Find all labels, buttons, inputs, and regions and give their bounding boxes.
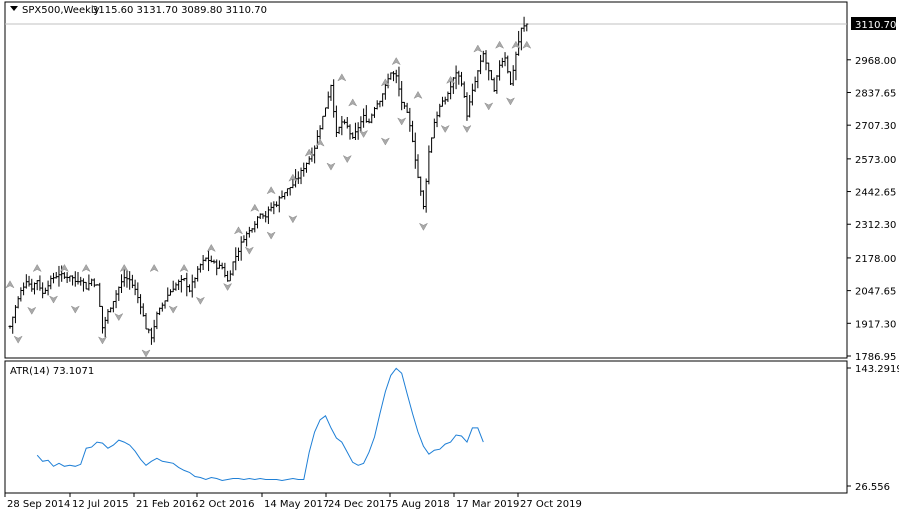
fractal-up-icon bbox=[119, 263, 129, 273]
ohlc-label: 3115.60 3131.70 3089.80 3110.70 bbox=[92, 5, 267, 16]
fractal-down-icon bbox=[48, 295, 59, 304]
fractal-up-icon bbox=[391, 57, 401, 66]
time-tick-label: 24 Dec 2017 bbox=[328, 499, 392, 510]
ohlc-bar bbox=[525, 23, 529, 32]
fractal-down-icon bbox=[418, 222, 429, 231]
atr-panel bbox=[4, 360, 848, 494]
price-tick-label: 1917.30 bbox=[855, 319, 896, 330]
fractal-down-icon bbox=[380, 137, 390, 146]
fractal-down-icon bbox=[114, 313, 124, 322]
fractal-down-icon bbox=[288, 215, 298, 224]
fractal-up-icon bbox=[315, 138, 325, 147]
fractal-down-icon bbox=[244, 246, 254, 255]
fractal-up-icon bbox=[337, 73, 347, 82]
fractal-up-icon bbox=[5, 280, 15, 289]
atr-line bbox=[36, 367, 484, 482]
fractal-down-icon bbox=[397, 117, 407, 126]
price-tick-label: 2178.00 bbox=[855, 254, 896, 265]
fractal-up-icon bbox=[511, 40, 521, 49]
fractal-up-icon bbox=[446, 75, 456, 84]
fractal-up-icon bbox=[413, 90, 423, 100]
atr-min-tick: 26.556 bbox=[855, 482, 890, 493]
fractal-down-icon bbox=[484, 102, 494, 111]
time-axis: 28 Sep 2014 12 Jul 2015 21 Feb 2016 2 Oct 2… bbox=[4, 493, 582, 510]
triangle-down-icon[interactable] bbox=[10, 6, 18, 11]
fractal-up-icon bbox=[348, 98, 358, 107]
atr-title: ATR(14) 73.1071 bbox=[10, 366, 94, 377]
time-tick-label: 21 Feb 2016 bbox=[136, 499, 198, 510]
time-tick-label: 14 May 2017 bbox=[264, 499, 329, 510]
fractal-up-icon bbox=[233, 226, 244, 235]
fractal-down-icon bbox=[326, 162, 336, 171]
fractal-down-icon bbox=[13, 335, 23, 344]
fractal-down-icon bbox=[440, 124, 450, 134]
fractal-down-icon bbox=[97, 336, 108, 345]
fractal-up-icon bbox=[380, 78, 390, 87]
fractal-down-icon bbox=[266, 231, 276, 240]
fractal-down-icon bbox=[141, 349, 151, 358]
price-tick-label: 2968.00 bbox=[855, 56, 896, 67]
fractal-up-icon bbox=[32, 263, 42, 273]
fractal-up-icon bbox=[304, 148, 314, 157]
fractal-down-icon bbox=[505, 97, 516, 106]
fractal-up-icon bbox=[266, 186, 276, 195]
fractal-up-icon bbox=[206, 243, 216, 252]
fractal-down-icon bbox=[358, 129, 369, 139]
time-tick-label: 27 Oct 2019 bbox=[520, 499, 582, 510]
fractal-down-icon bbox=[195, 296, 206, 305]
price-tick-label: 2837.65 bbox=[855, 88, 896, 99]
fractal-down-icon bbox=[462, 124, 472, 134]
current-price-value: 3110.70 bbox=[855, 20, 896, 31]
fractal-up-icon bbox=[59, 263, 70, 273]
time-tick-label: 17 Mar 2019 bbox=[456, 499, 519, 510]
symbol-label: SPX500,Weekly bbox=[22, 5, 100, 16]
price-bars bbox=[8, 16, 529, 345]
time-tick-label: 12 Jul 2015 bbox=[72, 499, 129, 510]
fractal-up-icon bbox=[288, 173, 298, 182]
fractal-markers bbox=[5, 40, 532, 358]
fractal-up-icon bbox=[149, 263, 159, 273]
fractal-up-icon bbox=[494, 40, 505, 49]
fractal-up-icon bbox=[473, 44, 483, 53]
price-tick-label: 2312.30 bbox=[855, 220, 896, 231]
current-price-box: 3110.70 bbox=[851, 17, 896, 31]
price-tick-label: 2573.00 bbox=[855, 155, 896, 166]
fractal-up-icon bbox=[522, 40, 532, 49]
price-tick-label: 2442.65 bbox=[855, 188, 896, 199]
price-tick-label: 2707.30 bbox=[855, 121, 896, 132]
fractal-down-icon bbox=[70, 305, 80, 314]
fractal-down-icon bbox=[168, 305, 178, 314]
price-tick-label: 1786.95 bbox=[855, 352, 896, 363]
fractal-up-icon bbox=[179, 263, 189, 273]
fractal-up-icon bbox=[81, 263, 91, 273]
price-axis: 2968.00 2837.65 2707.30 2573.00 2442.65 2312.… bbox=[847, 56, 896, 363]
time-tick-label: 28 Sep 2014 bbox=[7, 499, 70, 510]
fractal-down-icon bbox=[27, 306, 37, 315]
fractal-down-icon bbox=[222, 282, 233, 292]
time-tick-label: 5 Aug 2018 bbox=[392, 499, 450, 510]
fractal-down-icon bbox=[342, 155, 352, 164]
price-tick-label: 2047.65 bbox=[855, 287, 896, 298]
atr-max-tick: 143.2919 bbox=[855, 364, 899, 375]
fractal-up-icon bbox=[250, 203, 260, 212]
time-tick-label: 2 Oct 2016 bbox=[199, 499, 254, 510]
